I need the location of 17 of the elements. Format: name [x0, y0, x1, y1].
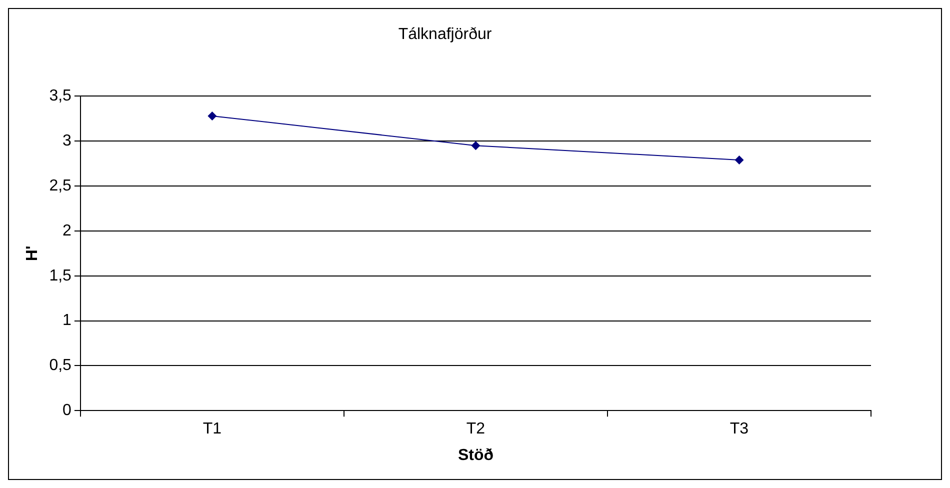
x-tick-label: T3: [730, 420, 749, 438]
y-tick-label: 3,5: [49, 88, 72, 105]
y-tick-label: 2: [62, 222, 72, 240]
y-tick-label: 2,5: [49, 177, 72, 194]
y-axis-title: H': [24, 246, 42, 262]
y-tick-label: 3: [62, 132, 72, 150]
y-tick-label: 1: [62, 312, 72, 330]
point: [208, 111, 217, 120]
y-tick-label: 0,5: [49, 357, 72, 374]
y-tick-label: 0: [62, 402, 72, 420]
point: [471, 141, 480, 150]
x-tick-label: T2: [466, 420, 486, 438]
chart-title: Tálknafjörður: [398, 26, 492, 44]
point: [734, 155, 744, 164]
y-tick-label: 1,5: [49, 267, 72, 284]
x-tick-label: T1: [202, 420, 222, 438]
x-axis-title: Stöð: [458, 446, 494, 464]
